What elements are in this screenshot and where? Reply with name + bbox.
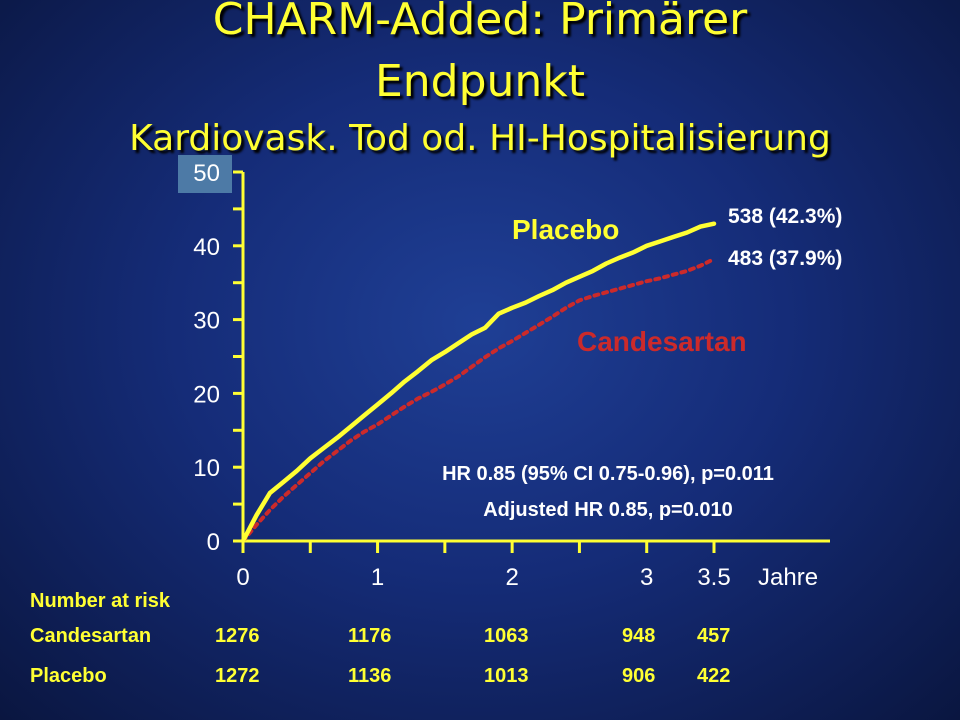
placebo-label: Placebo [512,214,619,245]
risk-value: 1013 [484,665,529,687]
risk-value: 1063 [484,625,529,647]
title-line-2: Endpunkt [374,56,586,107]
candesartan-label: Candesartan [577,326,747,357]
y-tick-label: 40 [193,234,220,261]
x-tick-label: 1 [371,564,384,591]
placebo-line [240,221,717,544]
risk-value: 1176 [348,625,392,647]
risk-value: 422 [697,665,731,687]
y-tick-label: 20 [193,381,220,408]
y-tick-label: 30 [193,308,220,335]
title-subtitle: Kardiovask. Tod od. HI-Hospitalisierung [129,118,831,159]
y-top-tick-highlight [178,155,232,193]
risk-heading: Number at risk [30,590,171,612]
risk-value: 948 [622,625,656,647]
x-tick-label: 3 [640,564,653,591]
risk-value: 1136 [348,665,392,687]
placebo-end-label: 538 (42.3%) [728,205,842,228]
y-tick-label: 10 [193,455,220,482]
candesartan-end-label: 483 (37.9%) [728,247,842,270]
candesartan-line [241,257,716,543]
risk-value: 906 [622,665,656,687]
x-tick-label: 2 [505,564,518,591]
x-tick-label: 3.5 [697,564,730,591]
y-tick-label: 50 [193,160,220,187]
y-tick-label: 0 [207,529,220,556]
hr-annotation: HR 0.85 (95% CI 0.75-0.96), p=0.011 [442,463,774,485]
risk-value: 1276 [215,625,260,647]
risk-row-label: Placebo [30,665,107,687]
risk-value: 457 [697,625,731,647]
risk-value: 1272 [215,665,260,687]
title-line-1: CHARM-Added: Primärer [212,0,748,45]
x-tick-label: 0 [236,564,249,591]
risk-row-label: Candesartan [30,625,152,647]
adjusted-hr-annotation: Adjusted HR 0.85, p=0.010 [483,499,733,521]
x-axis-label: Jahre [758,564,818,591]
